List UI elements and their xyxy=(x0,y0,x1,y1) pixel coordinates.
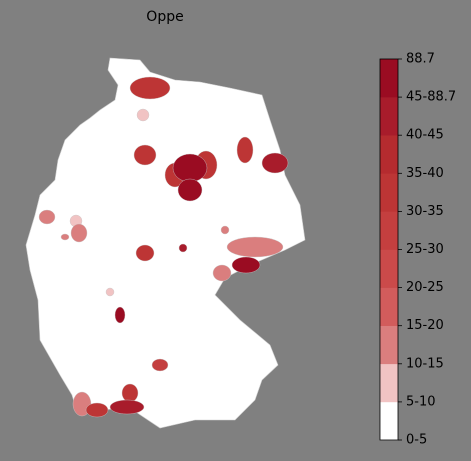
region xyxy=(220,225,230,235)
colorbar-segment xyxy=(380,401,398,441)
region xyxy=(177,178,203,202)
colorbar-segment xyxy=(380,325,398,365)
region xyxy=(105,287,115,297)
region xyxy=(226,236,284,258)
region xyxy=(172,153,208,183)
region xyxy=(121,383,139,403)
colorbar-segment xyxy=(380,173,398,212)
region xyxy=(136,108,150,122)
colorbar-tick-label: 40-45 xyxy=(406,128,444,143)
colorbar-tick-label: 10-15 xyxy=(406,356,444,371)
colorbar-segment xyxy=(380,287,398,326)
colorbar-segment xyxy=(380,211,398,250)
region xyxy=(114,306,126,324)
colorbar-tick-label: 45-88.7 xyxy=(406,90,456,105)
colorbar-segment xyxy=(380,59,398,98)
colorbar-tick-label: 88.7 xyxy=(406,52,435,67)
region xyxy=(135,244,155,262)
colorbar-tick-label: 0-5 xyxy=(406,433,427,448)
region xyxy=(151,358,169,372)
region xyxy=(261,152,289,174)
region xyxy=(133,144,157,166)
colorbar-segment xyxy=(380,249,398,288)
colorbar-tick-label: 35-40 xyxy=(406,166,444,181)
colorbar-segment xyxy=(380,363,398,403)
colorbar: 0-5 5-10 10-15 15-20 20-25 25-30 30-35 35-40 40-… xyxy=(379,52,456,448)
region xyxy=(231,256,261,274)
colorbar-tick-label: 5-10 xyxy=(406,394,436,409)
region xyxy=(70,223,88,243)
colorbar-tick-label: 15-20 xyxy=(406,318,444,333)
colorbar-tick-label: 25-30 xyxy=(406,242,444,257)
map-title: Oppe xyxy=(146,9,183,25)
region xyxy=(178,243,188,253)
region xyxy=(85,402,109,418)
region xyxy=(60,233,70,241)
colorbar-segment xyxy=(380,97,398,136)
colorbar-segment xyxy=(380,135,398,174)
region xyxy=(38,209,56,225)
colorbar-tick-label: 20-25 xyxy=(406,280,444,295)
region xyxy=(109,399,145,415)
region xyxy=(129,76,171,100)
regions xyxy=(38,76,289,418)
region xyxy=(236,136,254,164)
region xyxy=(212,264,232,282)
country-outline xyxy=(25,57,306,429)
colorbar-tick-label: 30-35 xyxy=(406,204,444,219)
